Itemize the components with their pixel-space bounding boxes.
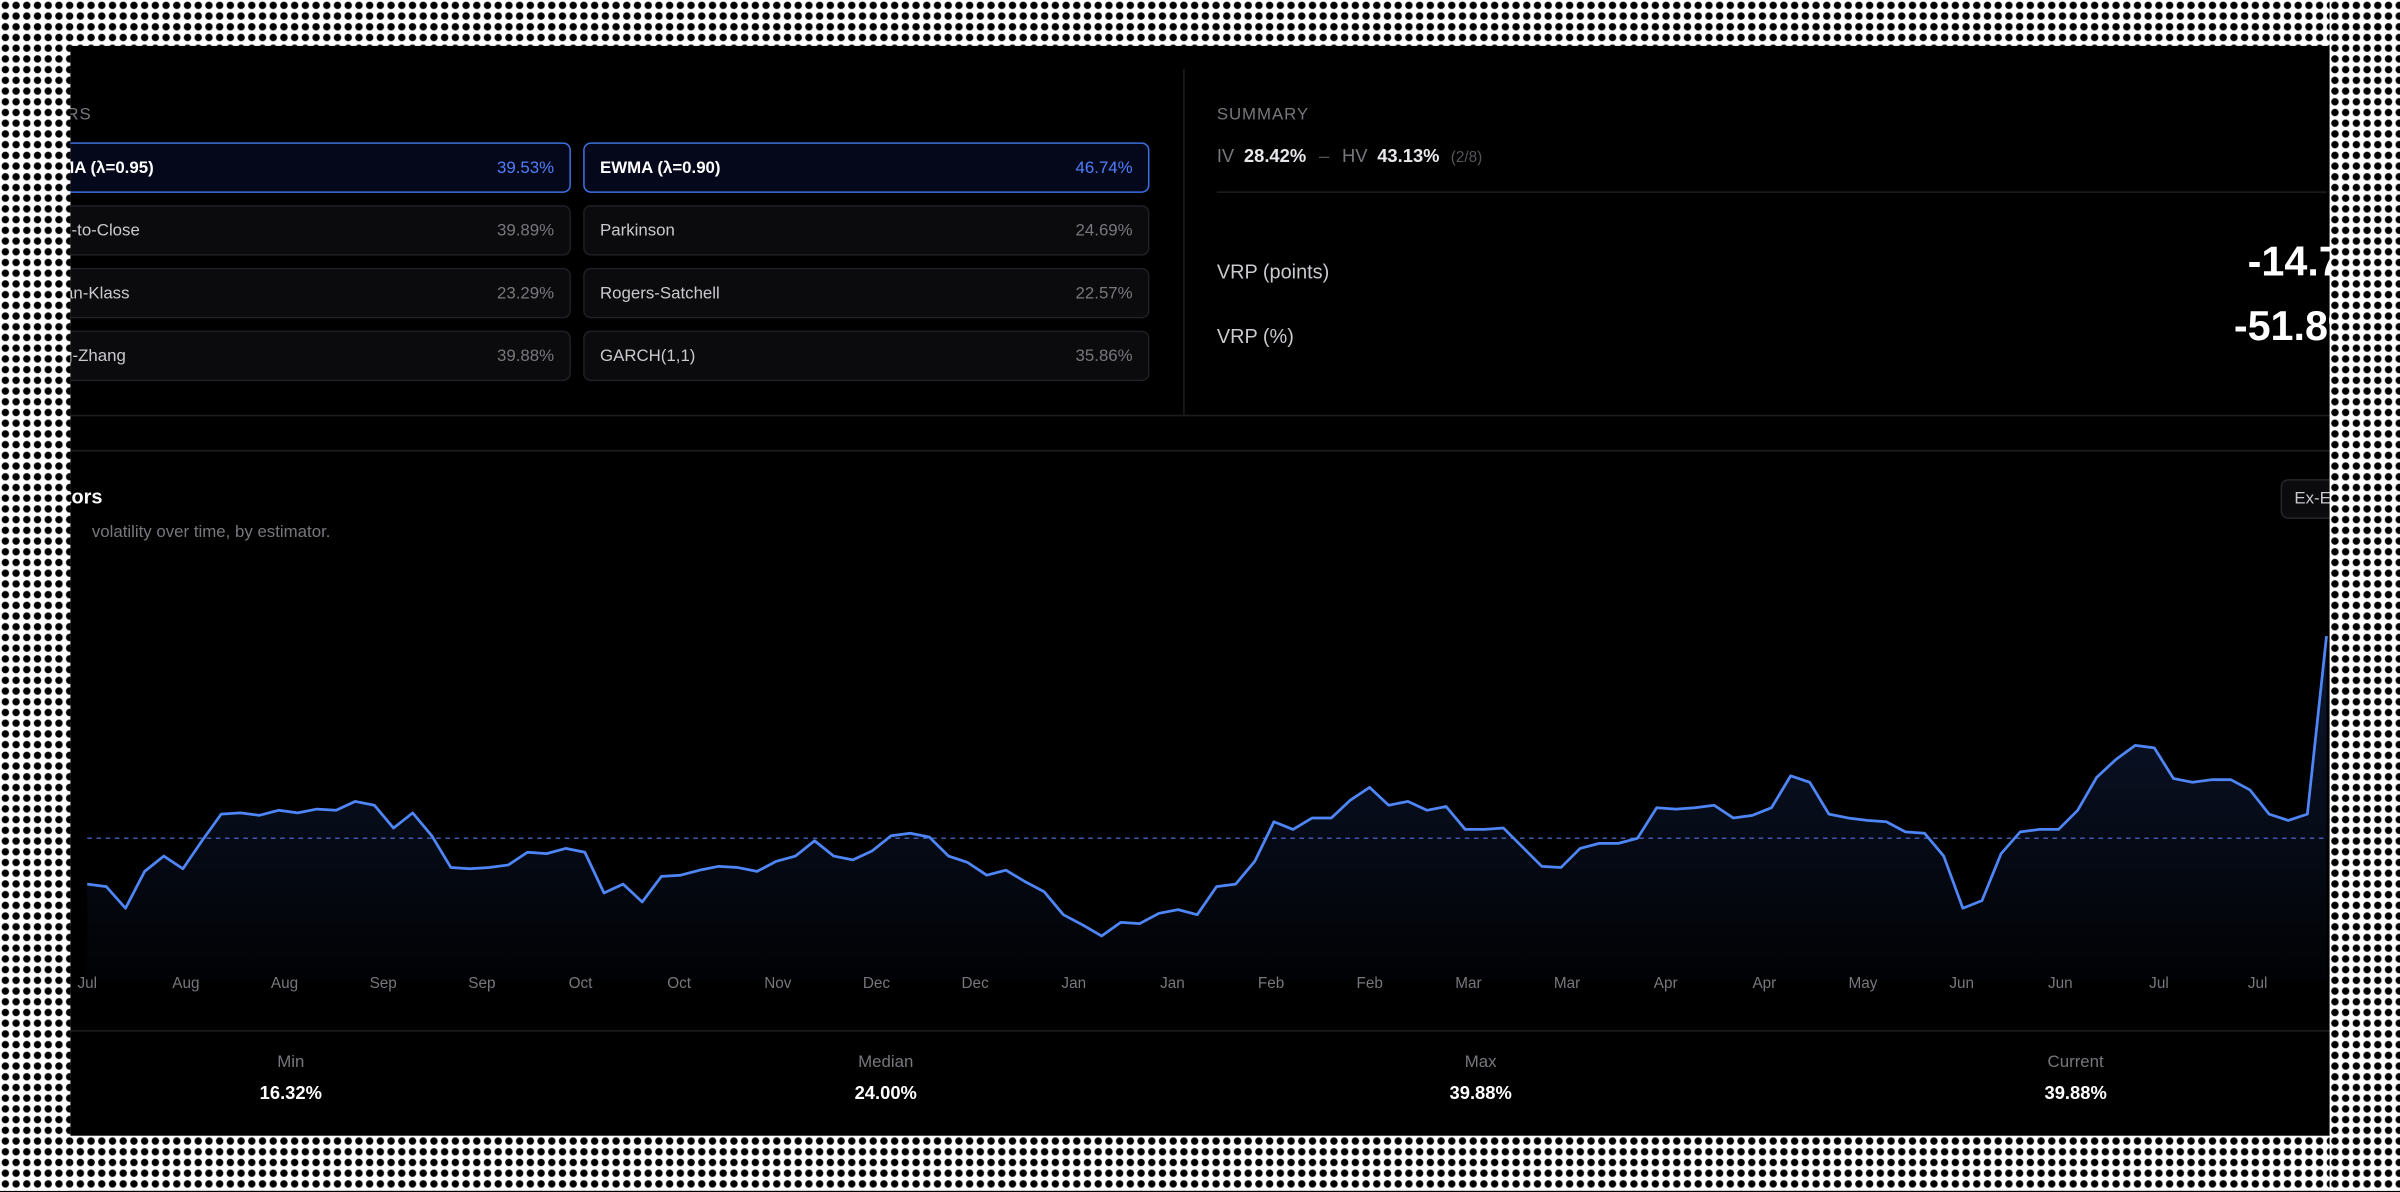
stat-value: 39.88% [1449, 1082, 1512, 1104]
x-tick-label: Apr [1752, 975, 1776, 992]
estimator-card[interactable]: WMA (λ=0.95) 39.53% [27, 142, 571, 193]
estimator-value: 22.57% [1075, 284, 1133, 304]
x-tick-label: Feb [1357, 975, 1383, 992]
area [87, 636, 2327, 980]
frame [0, 1135, 2400, 1191]
stat-value: 39.88% [2044, 1082, 2107, 1104]
divider [30, 449, 2373, 452]
x-tick-label: Jan [1160, 975, 1185, 992]
estimator-card[interactable]: GARCH(1,1) 35.86% [583, 330, 1150, 382]
estimator-name: Rogers-Satchell [599, 284, 720, 304]
stat-label: Max [1464, 1053, 1497, 1072]
frame [0, 0, 2400, 46]
divider [30, 1030, 2373, 1032]
x-tick-label: Feb [1258, 975, 1284, 992]
x-tick-label: Mar [1455, 975, 1481, 992]
frame [2329, 0, 2400, 1191]
x-tick-label: Dec [962, 975, 990, 992]
hv-value: 43.13% [1377, 145, 1440, 167]
vrp-label: VRP (points) [1216, 260, 1330, 284]
estimator-card[interactable]: Parkinson 24.69% [583, 205, 1150, 256]
iv-label: IV [1216, 145, 1235, 167]
estimator-name: Parkinson [599, 221, 675, 241]
stat-value: 24.00% [854, 1082, 917, 1104]
x-tick-label: Nov [764, 975, 792, 992]
stat-value: 16.32% [259, 1082, 322, 1104]
estimator-value: 39.88% [496, 347, 555, 366]
x-tick-label: Jul [77, 975, 97, 992]
iv-value: 28.42% [1243, 145, 1307, 167]
estimator-value: 35.86% [1075, 347, 1133, 366]
estimator-card[interactable]: Rogers-Satchell 22.57% [583, 267, 1150, 319]
x-tick-label: May [1849, 975, 1878, 992]
line [87, 635, 2328, 938]
frame [0, 0, 71, 1191]
estimator-value: 24.69% [1075, 221, 1133, 241]
estimator-name: GARCH(1,1) [599, 347, 696, 366]
estimator-value: 46.74% [1075, 159, 1133, 178]
estimator-value: 39.89% [496, 221, 555, 241]
divider [30, 414, 2373, 417]
iv-hv-line: IV 28.42% – HV 43.13% (2/8) [1217, 145, 1482, 166]
stat-label: Current [2047, 1053, 2104, 1072]
stat-label: Min [277, 1053, 305, 1072]
x-tick-label: Aug [271, 975, 298, 992]
estimator-card[interactable]: ose-to-Close 39.89% [27, 205, 571, 256]
x-tick-label: Sep [370, 975, 397, 992]
estimator-card[interactable]: rman-Klass 23.29% [27, 267, 571, 319]
x-tick-label: Dec [863, 975, 891, 992]
hv-label: HV [1341, 145, 1368, 167]
x-tick-label: Jun [1949, 975, 1974, 992]
x-tick-label: Aug [172, 975, 199, 992]
x-tick-label: Apr [1654, 975, 1678, 992]
x-tick-label: Jul [2149, 975, 2169, 992]
divider [1183, 68, 1185, 415]
x-tick-label: Jan [1061, 975, 1086, 992]
x-tick-label: Oct [667, 975, 692, 992]
volatility-chart: Jul Aug Aug Sep Sep Oct Oct Nov Dec Dec Jan Jan Feb F… [77, 635, 2328, 992]
estimator-card[interactable]: ang-Zhang 39.88% [27, 330, 571, 382]
separator: – [1318, 145, 1330, 167]
x-tick-label: Jun [2048, 975, 2073, 992]
hv-note: (2/8) [1450, 149, 1483, 167]
x-tick-label: Sep [468, 975, 495, 992]
x-tick-label: Jul [2248, 975, 2268, 992]
x-tick-label: Oct [569, 975, 594, 992]
x-tick-label: Mar [1554, 975, 1580, 992]
estimator-name: WMA (λ=0.95) [44, 159, 154, 178]
summary-heading: SUMMARY [1216, 105, 1310, 124]
chart-subtitle: volatility over time, by estimator. [91, 523, 331, 542]
estimator-name: EWMA (λ=0.90) [599, 159, 721, 178]
vrp-label: VRP (%) [1216, 324, 1294, 348]
estimator-value: 23.29% [496, 284, 555, 304]
estimator-card[interactable]: EWMA (λ=0.90) 46.74% [583, 142, 1150, 193]
divider [1216, 191, 2327, 193]
stat-label: Median [858, 1053, 914, 1072]
estimator-value: 39.53% [496, 159, 555, 178]
